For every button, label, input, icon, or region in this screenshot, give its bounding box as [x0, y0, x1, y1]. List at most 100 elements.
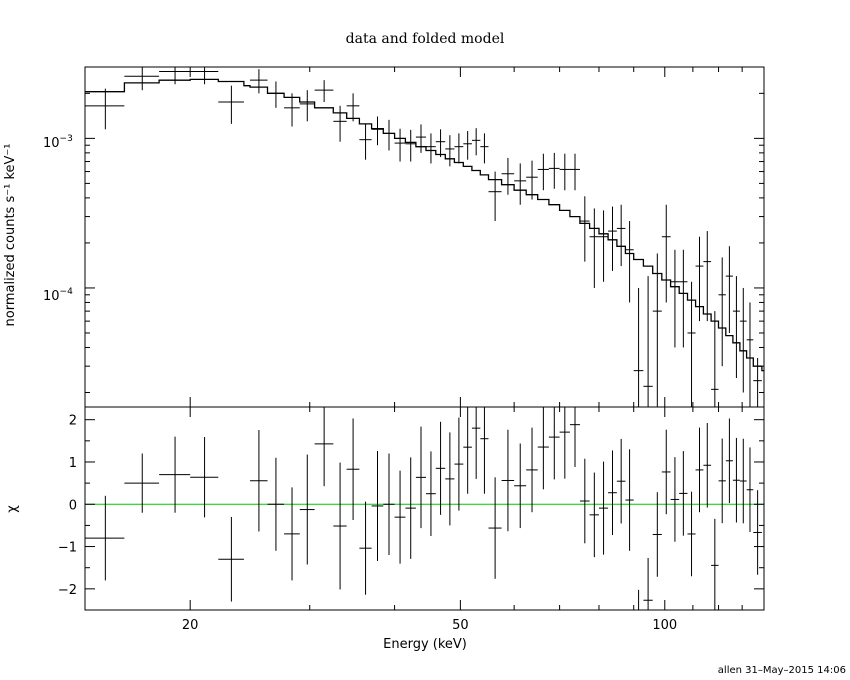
- residual-point: [633, 589, 644, 611]
- data-point: [405, 129, 416, 162]
- residual-point: [703, 422, 712, 508]
- residual-point: [670, 457, 680, 542]
- model-layer: [85, 78, 764, 372]
- residual-point: [218, 516, 244, 602]
- residual-point: [415, 426, 427, 529]
- residual-point: [371, 450, 384, 561]
- residual-panel: 2 1 0 −1 −2 20 50 100 χ Energy (keV): [5, 406, 765, 652]
- residual-point: [679, 451, 688, 536]
- data-point: [514, 163, 527, 205]
- residual-point: [625, 449, 634, 551]
- ytick-label: 0: [69, 498, 77, 513]
- data-point: [435, 129, 446, 158]
- spectrum-ticks: [85, 66, 765, 407]
- data-point: [501, 157, 515, 195]
- residual-point: [314, 407, 334, 487]
- residual-ticks: 2 1 0 −1 −2 20 50 100: [58, 407, 765, 633]
- data-point: [371, 116, 384, 146]
- data-point: [488, 171, 502, 222]
- ytick-exp: −3: [60, 134, 73, 144]
- residual-point: [616, 438, 626, 524]
- data-layer: [85, 67, 762, 407]
- ytick-label-1e-4: 10−4: [43, 287, 73, 304]
- residual-point: [661, 429, 671, 515]
- chart-title: data and folded model: [346, 31, 505, 47]
- residual-point: [124, 453, 160, 513]
- residual-layer: [85, 407, 762, 611]
- residual-frame: [84, 406, 765, 611]
- data-point: [625, 221, 634, 303]
- data-point: [471, 128, 481, 156]
- data-point: [284, 93, 300, 127]
- data-point: [679, 249, 688, 348]
- residual-point: [359, 501, 372, 595]
- data-point: [537, 153, 549, 191]
- residual-point: [471, 407, 481, 479]
- residual-point: [250, 430, 268, 532]
- xtick-label: 20: [182, 618, 199, 633]
- data-point: [190, 67, 219, 85]
- data-point: [426, 133, 436, 164]
- ytick-label: −1: [58, 541, 77, 556]
- xtick-label: 100: [652, 618, 677, 633]
- data-point: [383, 119, 395, 151]
- data-point: [739, 287, 747, 393]
- ytick-label: −2: [58, 583, 77, 598]
- residual-point: [435, 421, 446, 515]
- data-point: [463, 131, 472, 160]
- data-point: [711, 311, 719, 407]
- data-point: [643, 276, 653, 407]
- data-point: [124, 67, 160, 91]
- ytick-label: 1: [69, 456, 77, 471]
- residual-point: [687, 491, 696, 577]
- data-point: [633, 287, 644, 407]
- residual-point: [383, 453, 395, 556]
- data-point: [670, 249, 680, 348]
- residual-point: [190, 437, 219, 518]
- data-point: [569, 153, 580, 191]
- residual-point: [267, 457, 285, 551]
- data-point: [454, 133, 464, 164]
- data-point: [314, 80, 334, 103]
- data-point: [608, 206, 617, 271]
- data-point: [598, 210, 609, 282]
- residual-point: [559, 407, 570, 479]
- ytick-label: 2: [69, 414, 77, 429]
- data-point: [703, 231, 712, 322]
- residual-point: [598, 461, 609, 555]
- data-point: [299, 90, 315, 122]
- residual-point: [725, 418, 733, 504]
- residual-point: [299, 454, 315, 565]
- data-point: [579, 196, 590, 262]
- ytick-base: 10: [43, 136, 60, 151]
- residual-point: [333, 462, 347, 590]
- residual-point: [454, 417, 464, 511]
- residual-point: [284, 487, 300, 581]
- residual-point: [652, 492, 662, 577]
- residual-point: [569, 407, 580, 467]
- data-point: [589, 208, 599, 288]
- residual-point: [746, 447, 754, 533]
- residual-point: [718, 438, 726, 524]
- residual-point: [480, 407, 489, 494]
- residual-point: [695, 427, 704, 513]
- residual-point: [85, 495, 125, 581]
- residual-point: [159, 436, 191, 513]
- data-point: [652, 253, 662, 407]
- residual-point: [589, 472, 599, 558]
- x-axis-label: Energy (keV): [383, 637, 467, 652]
- data-point: [526, 160, 538, 200]
- residual-point: [394, 470, 406, 564]
- data-point: [480, 133, 489, 164]
- residual-point: [739, 438, 747, 524]
- data-point: [267, 81, 285, 108]
- residual-point: [608, 450, 617, 536]
- data-point: [445, 135, 455, 167]
- residual-point: [426, 451, 436, 536]
- residual-point: [643, 557, 653, 610]
- footer-stamp: allen 31–May–2015 14:06: [718, 665, 846, 676]
- model-curve: [85, 78, 764, 372]
- data-point: [746, 302, 754, 407]
- residual-point: [732, 437, 740, 523]
- data-point: [695, 236, 704, 322]
